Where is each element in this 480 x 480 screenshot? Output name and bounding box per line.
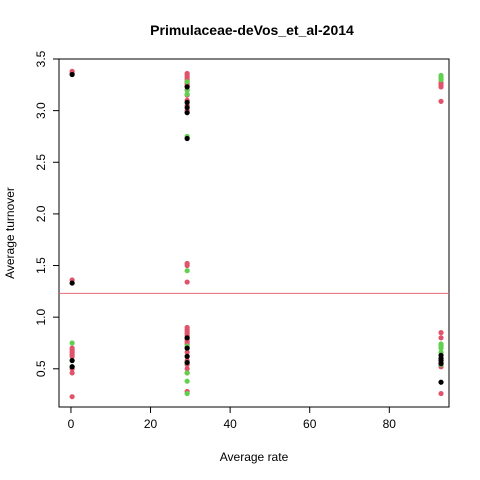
data-point — [184, 279, 190, 285]
y-tick-label: 1.5 — [34, 257, 48, 274]
data-point — [184, 99, 190, 105]
data-point — [184, 378, 190, 384]
data-point — [184, 366, 190, 372]
x-tick-label: 20 — [144, 417, 158, 431]
data-point — [69, 394, 75, 400]
data-point — [184, 268, 190, 274]
data-point — [184, 390, 190, 397]
data-point — [184, 359, 190, 366]
data-point — [184, 135, 190, 142]
y-axis: 0.5 1.0 1.5 2.0 2.5 3.0 3.5 — [34, 50, 59, 377]
y-tick-label: 2.0 — [34, 205, 48, 222]
data-point — [184, 370, 190, 376]
data-point — [184, 104, 190, 111]
data-point — [69, 280, 75, 286]
x-tick-label: 40 — [223, 417, 237, 431]
data-point — [184, 335, 190, 341]
y-tick-label: 3.5 — [34, 50, 48, 67]
data-point — [438, 335, 444, 341]
data-point — [438, 98, 444, 104]
x-tick-label: 80 — [383, 417, 397, 431]
data-point — [69, 353, 75, 360]
data-point — [184, 345, 190, 351]
data-point — [438, 84, 444, 90]
data-point — [438, 330, 444, 336]
y-tick-label: 0.5 — [34, 360, 48, 377]
x-tick-label: 0 — [68, 417, 75, 431]
data-point — [184, 349, 190, 355]
data-point — [438, 77, 444, 83]
x-axis: 0 20 40 60 80 — [68, 407, 397, 431]
data-points — [69, 68, 444, 400]
data-point — [184, 110, 190, 116]
data-point — [184, 79, 190, 85]
data-point — [69, 71, 75, 78]
data-point — [184, 91, 190, 97]
y-axis-label: Average turnover — [3, 187, 17, 279]
data-point — [69, 364, 75, 370]
data-point — [69, 340, 75, 346]
data-point — [438, 379, 444, 385]
data-point — [69, 370, 75, 376]
data-point — [438, 390, 444, 397]
data-point — [438, 361, 444, 367]
x-axis-label: Average rate — [220, 450, 289, 464]
data-point — [184, 84, 190, 90]
data-point — [438, 345, 444, 351]
y-tick-label: 2.5 — [34, 154, 48, 171]
y-tick-label: 1.0 — [34, 308, 48, 325]
chart-title: Primulaceae-deVos_et_al-2014 — [150, 22, 354, 38]
data-point — [184, 262, 190, 269]
y-tick-label: 3.0 — [34, 102, 48, 119]
plot-frame — [58, 58, 450, 408]
data-point — [184, 353, 190, 360]
x-tick-label: 60 — [303, 417, 317, 431]
data-point — [69, 357, 75, 364]
